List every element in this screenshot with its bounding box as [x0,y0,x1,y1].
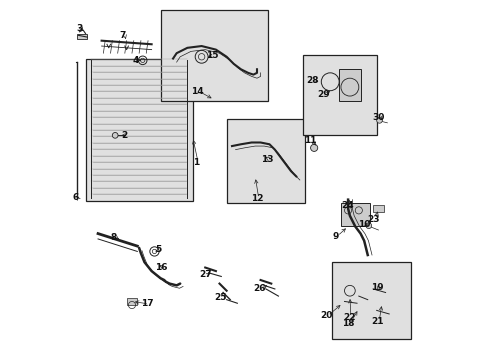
Text: 3: 3 [76,24,82,33]
Bar [339,69,360,102]
Text: 18: 18 [341,319,354,328]
Text: 16: 16 [155,263,167,272]
Text: 30: 30 [371,113,384,122]
Text: 23: 23 [367,215,379,224]
Bar [160,10,267,102]
Bar [85,59,192,202]
Text: 28: 28 [305,76,318,85]
Text: 29: 29 [317,90,329,99]
Text: 5: 5 [155,245,161,254]
Text: 17: 17 [141,300,153,309]
Bar [303,55,376,135]
Text: 21: 21 [370,316,383,325]
Circle shape [310,144,317,152]
Bar [226,119,305,203]
Circle shape [112,132,118,138]
Circle shape [365,223,371,229]
Text: 20: 20 [319,311,331,320]
Text: 2: 2 [122,131,128,140]
Text: 27: 27 [199,270,212,279]
Text: 10: 10 [357,220,369,229]
Text: 6: 6 [73,193,79,202]
Bar [340,203,369,226]
Text: 12: 12 [250,194,263,203]
Text: 14: 14 [191,87,203,96]
Text: 13: 13 [261,155,273,164]
Text: 24: 24 [340,201,353,210]
Text: 25: 25 [214,293,226,302]
Text: 19: 19 [370,283,383,292]
Text: 9: 9 [332,231,338,240]
Text: 22: 22 [342,313,355,322]
Text: 11: 11 [304,136,316,145]
Text: 4: 4 [132,56,139,65]
Text: 1: 1 [193,158,199,167]
Circle shape [376,117,382,123]
Bar [331,262,410,339]
Text: 26: 26 [253,284,265,293]
Text: 15: 15 [205,51,218,60]
Polygon shape [126,298,137,305]
Text: 8: 8 [111,233,117,242]
Bar [372,205,383,212]
Polygon shape [77,33,87,39]
Text: 7: 7 [120,31,126,40]
